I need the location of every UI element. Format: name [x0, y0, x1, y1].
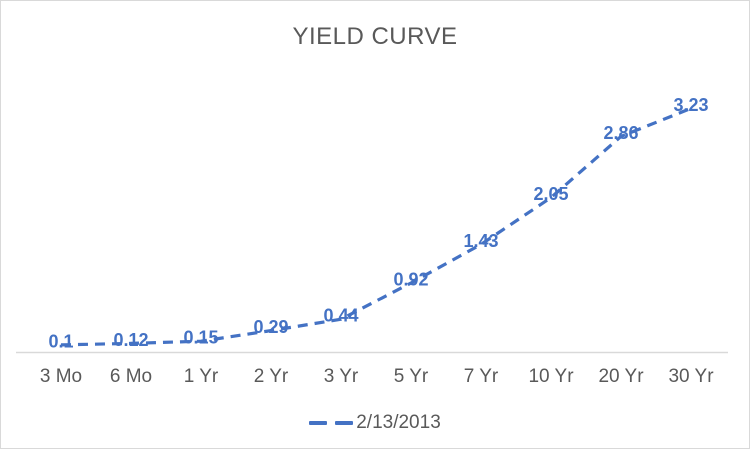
- chart-title: YIELD CURVE: [292, 23, 458, 50]
- x-tick-label: 30 Yr: [668, 366, 714, 387]
- x-tick-label: 1 Yr: [184, 366, 219, 387]
- x-tick-label: 20 Yr: [598, 366, 644, 387]
- data-label: 0.92: [393, 270, 428, 290]
- legend-dash-icon: [335, 421, 354, 425]
- data-label: 0.15: [183, 328, 218, 348]
- x-tick-label: 3 Yr: [324, 366, 359, 387]
- data-label: 0.12: [113, 330, 148, 350]
- legend-series-label: 2/13/2013: [356, 412, 441, 433]
- x-tick-label: 5 Yr: [394, 366, 429, 387]
- x-tick-label: 7 Yr: [464, 366, 499, 387]
- series-line: [60, 106, 692, 347]
- x-tick-label: 3 Mo: [40, 366, 82, 387]
- data-label: 0.1: [48, 331, 73, 351]
- data-label: 2.05: [533, 184, 568, 204]
- data-label: 3.23: [673, 95, 708, 115]
- data-label: 2.86: [603, 123, 638, 143]
- legend: 2/13/2013: [1, 412, 749, 434]
- data-label: 0.29: [253, 317, 288, 337]
- data-label: 1.43: [463, 231, 498, 251]
- x-tick-label: 2 Yr: [254, 366, 289, 387]
- legend-dash-icon: [309, 421, 328, 425]
- x-tick-label: 6 Mo: [110, 366, 152, 387]
- x-tick-label: 10 Yr: [528, 366, 574, 387]
- data-label: 0.44: [323, 306, 358, 326]
